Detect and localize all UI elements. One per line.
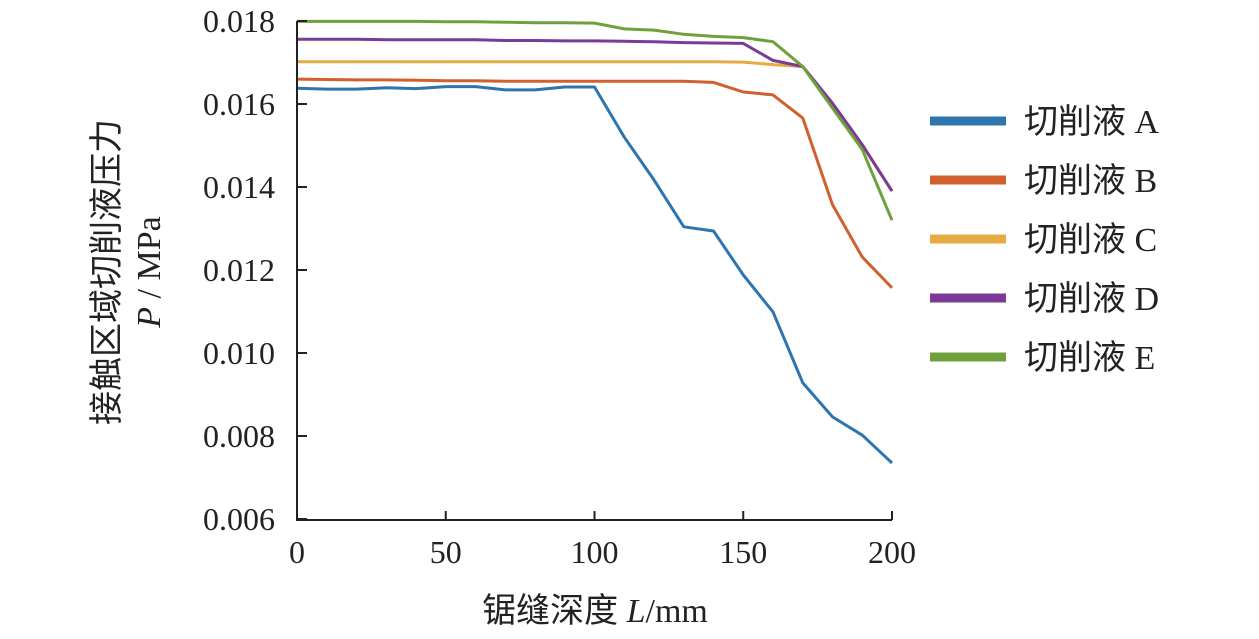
- y-tick-label: 0.010: [203, 335, 275, 371]
- legend-label: 切削液 E: [1024, 339, 1155, 377]
- y-axis-label-var: P: [131, 307, 168, 329]
- x-axis-label: 锯缝深度 L/mm: [482, 592, 708, 630]
- x-axis-label-unit: /mm: [646, 593, 708, 630]
- legend: 切削液 A 切削液 B 切削液 C 切削液 D 切削液 E: [930, 103, 1159, 377]
- series-line-1: [296, 77, 894, 289]
- plot-lines: [296, 19, 894, 465]
- series-line-3: [297, 37, 894, 192]
- x-tick-label: 150: [719, 534, 767, 570]
- x-tick-label: 50: [430, 534, 462, 570]
- x-tick-label: 100: [571, 534, 619, 570]
- y-tick-label: 0.016: [203, 86, 275, 122]
- y-axis-label-line2: P / MPa: [131, 216, 168, 328]
- y-tick-label: 0.018: [203, 3, 275, 39]
- x-tick-label: 200: [868, 534, 916, 570]
- y-tick-label: 0.012: [203, 252, 275, 288]
- legend-label: 切削液 C: [1024, 221, 1157, 259]
- y-tick-label: 0.014: [203, 169, 275, 205]
- legend-label: 切削液 B: [1024, 162, 1157, 200]
- series-line-0: [296, 85, 894, 465]
- y-tick-label: 0.008: [203, 418, 275, 454]
- legend-label: 切削液 A: [1024, 103, 1159, 141]
- axis-ticks: 0.006 0.008 0.010 0.012 0.014 0.016 0.018 0 50 10…: [203, 3, 916, 570]
- x-axis-label-main: 锯缝深度: [482, 592, 627, 630]
- y-axis-label-line1: 接触区域切削液压力: [88, 119, 126, 425]
- legend-label: 切削液 D: [1024, 280, 1159, 318]
- y-axis-label-unit: / MPa: [131, 216, 168, 307]
- x-axis-label-var: L: [626, 593, 646, 630]
- series-line-4: [297, 19, 894, 221]
- x-tick-label: 0: [289, 534, 305, 570]
- y-tick-label: 0.006: [203, 501, 275, 537]
